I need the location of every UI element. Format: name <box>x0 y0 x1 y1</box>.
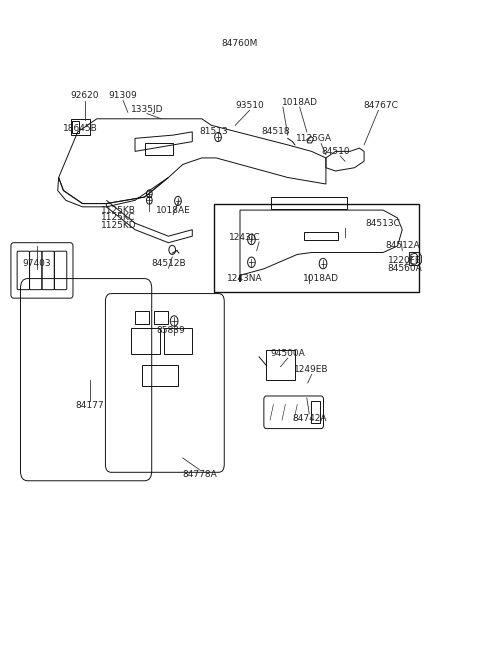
Text: 1243NA: 1243NA <box>227 274 263 283</box>
Bar <box>271 197 348 209</box>
Text: 85839: 85839 <box>156 326 185 335</box>
Bar <box>266 350 295 380</box>
Bar <box>71 119 90 135</box>
Text: 1125GA: 1125GA <box>296 134 332 143</box>
Text: 84767C: 84767C <box>363 102 398 110</box>
Text: 84560A: 84560A <box>387 265 422 273</box>
Text: 1125KB: 1125KB <box>101 206 136 215</box>
Text: 1220FE: 1220FE <box>388 257 421 265</box>
Bar <box>131 328 160 354</box>
Bar <box>154 311 168 324</box>
Text: 1249EB: 1249EB <box>294 365 329 375</box>
Bar <box>304 233 338 240</box>
Text: 81513: 81513 <box>199 127 228 136</box>
Text: 1243JC: 1243JC <box>229 233 261 242</box>
Text: 92620: 92620 <box>71 92 99 100</box>
Text: 94500A: 94500A <box>270 349 305 358</box>
Bar <box>72 121 79 133</box>
Text: 18645B: 18645B <box>63 124 97 133</box>
Text: 1125KC: 1125KC <box>101 214 135 223</box>
Bar <box>144 143 173 155</box>
Text: 1018AD: 1018AD <box>303 274 339 283</box>
Text: 1125KD: 1125KD <box>100 221 136 231</box>
Text: 84177: 84177 <box>75 402 104 410</box>
Text: 84512A: 84512A <box>385 242 420 250</box>
Bar <box>164 328 192 354</box>
Bar <box>214 204 419 291</box>
Text: 91309: 91309 <box>108 92 137 100</box>
Text: 84513C: 84513C <box>366 219 401 228</box>
Text: 93510: 93510 <box>235 102 264 110</box>
Bar <box>311 402 320 423</box>
Text: 84760M: 84760M <box>222 39 258 48</box>
Text: 84518: 84518 <box>262 127 290 136</box>
Text: 1335JD: 1335JD <box>131 105 163 113</box>
Text: 84778A: 84778A <box>182 470 217 479</box>
Text: 1018AE: 1018AE <box>156 206 191 215</box>
Text: 84512B: 84512B <box>151 259 186 268</box>
Text: 84510: 84510 <box>321 147 350 156</box>
Text: 97403: 97403 <box>23 259 51 268</box>
Text: 84742A: 84742A <box>292 415 326 423</box>
Text: 1018AD: 1018AD <box>282 98 318 107</box>
Bar <box>135 311 149 324</box>
Bar <box>142 365 178 386</box>
